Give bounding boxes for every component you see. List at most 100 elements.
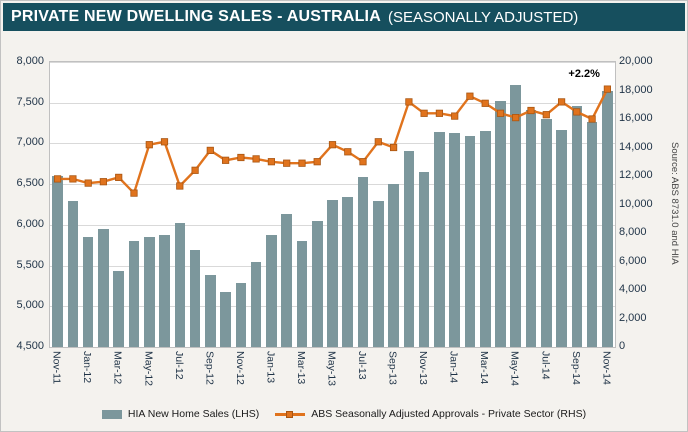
right-axis-tick: 6,000 xyxy=(619,254,647,267)
line-marker xyxy=(69,175,77,183)
bar xyxy=(388,184,399,347)
line-marker xyxy=(588,115,596,123)
line-marker xyxy=(451,112,459,120)
bar xyxy=(464,136,476,347)
bar xyxy=(510,84,522,347)
line-marker xyxy=(115,173,123,181)
bar xyxy=(159,235,170,347)
bar xyxy=(143,237,155,347)
line-marker xyxy=(359,158,367,166)
line-marker xyxy=(328,141,337,149)
bar xyxy=(525,110,537,347)
line-marker xyxy=(298,159,306,167)
bar xyxy=(205,275,216,347)
x-axis-label: Jan-14 xyxy=(447,351,460,384)
source-note: Source: ABS 8731.0 and HIA xyxy=(669,142,680,265)
legend-label-abs: ABS Seasonally Adjusted Approvals - Priv… xyxy=(311,408,587,420)
line-marker xyxy=(527,106,535,115)
line-marker xyxy=(420,109,428,117)
bar xyxy=(495,101,506,347)
line-swatch-marker xyxy=(286,410,294,418)
line-marker xyxy=(84,179,92,187)
legend-label-hia: HIA New Home Sales (LHS) xyxy=(127,408,260,420)
left-axis-tick: 8,000 xyxy=(16,55,44,67)
left-axis-tick: 5,000 xyxy=(16,299,44,312)
line-marker xyxy=(130,189,138,197)
x-axis-label: Mar-13 xyxy=(295,351,307,385)
line-marker xyxy=(283,159,291,167)
x-axis-label: Nov-12 xyxy=(233,351,246,385)
right-axis-tick: 18,000 xyxy=(619,83,653,96)
line-marker xyxy=(466,92,474,100)
bar xyxy=(189,250,201,347)
right-axis-tick: 8,000 xyxy=(619,226,647,238)
line-marker xyxy=(99,178,108,186)
line-marker xyxy=(237,153,245,162)
right-axis-tick: 10,000 xyxy=(619,197,653,210)
growth-annotation: +2.2% xyxy=(568,68,600,81)
line-marker xyxy=(206,146,214,154)
x-axis-label: Nov-14 xyxy=(600,351,613,385)
line-marker xyxy=(145,141,153,149)
bar xyxy=(602,91,613,347)
bar xyxy=(128,241,140,347)
title-bar: PRIVATE NEW DWELLING SALES - AUSTRALIA (… xyxy=(3,3,685,31)
legend-item-abs-approvals: ABS Seasonally Adjusted Approvals - Priv… xyxy=(275,408,586,420)
left-axis-tick: 6,500 xyxy=(16,177,44,190)
line-marker xyxy=(573,108,581,116)
bar xyxy=(67,201,79,347)
bar xyxy=(296,241,308,347)
bar xyxy=(281,214,292,347)
right-axis-tick: 12,000 xyxy=(619,169,653,181)
right-axis-tick: 14,000 xyxy=(619,140,653,153)
line-marker xyxy=(374,138,382,146)
x-axis-label: May-14 xyxy=(508,351,521,387)
line-marker xyxy=(252,155,260,163)
grid-line xyxy=(50,102,615,104)
x-axis-label: Jan-12 xyxy=(81,351,94,384)
x-axis-label: Jul-14 xyxy=(539,351,552,380)
bar xyxy=(418,171,430,347)
right-axis-tick: 16,000 xyxy=(619,112,653,124)
right-axis-tick: 2,000 xyxy=(619,311,647,324)
line-marker xyxy=(603,85,612,93)
plot-area xyxy=(49,61,616,348)
x-axis-label: Jul-12 xyxy=(172,351,185,380)
left-axis-tick: 7,500 xyxy=(16,95,44,108)
bar xyxy=(235,282,247,347)
bar xyxy=(113,271,125,347)
approvals-line-layer xyxy=(54,85,612,197)
bar xyxy=(220,292,231,347)
x-axis-label: Mar-12 xyxy=(111,351,124,385)
left-axis-tick: 6,000 xyxy=(16,217,44,230)
page-title: PRIVATE NEW DWELLING SALES - AUSTRALIA xyxy=(11,8,381,25)
line-marker xyxy=(221,156,230,164)
bar xyxy=(403,150,415,347)
right-axis-tick: 20,000 xyxy=(619,55,653,67)
x-axis-label: Sep-14 xyxy=(569,351,582,385)
x-axis-label: Mar-14 xyxy=(478,351,491,385)
page-title-qualifier: (SEASONALLY ADJUSTED) xyxy=(387,8,579,26)
x-axis-label: May-13 xyxy=(325,351,338,387)
bar xyxy=(174,223,186,347)
bar xyxy=(266,234,277,347)
line-marker xyxy=(176,182,184,190)
right-axis-tick: 4,000 xyxy=(619,283,647,295)
bar xyxy=(342,197,354,347)
line-marker xyxy=(496,109,505,117)
grid-line xyxy=(50,184,615,186)
line-marker xyxy=(512,114,520,122)
x-axis-label: Sep-13 xyxy=(386,351,399,385)
line-marker xyxy=(481,99,489,107)
bar xyxy=(373,201,384,347)
line-marker xyxy=(435,109,444,117)
x-axis-label: Jan-13 xyxy=(264,351,277,384)
bar xyxy=(311,220,323,347)
x-axis-label: Jul-13 xyxy=(356,351,368,380)
left-axis-tick: 7,000 xyxy=(16,136,44,149)
chart-legend: HIA New Home Sales (LHS) ABS Seasonally … xyxy=(1,406,687,422)
x-axis-label: Nov-13 xyxy=(417,351,430,385)
x-axis-label: Nov-11 xyxy=(50,351,63,385)
grid-line xyxy=(50,62,615,63)
bar xyxy=(479,131,491,347)
